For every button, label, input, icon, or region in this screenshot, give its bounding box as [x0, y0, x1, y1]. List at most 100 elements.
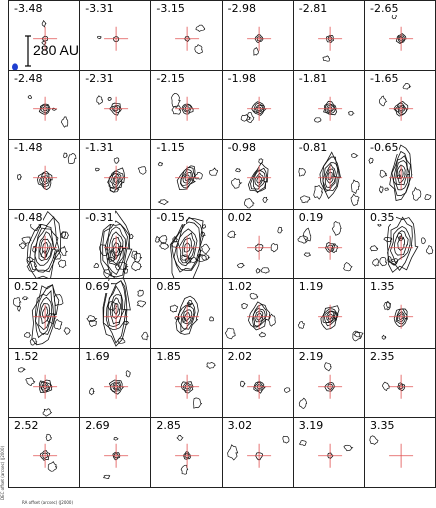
channel-panel: -0.65: [364, 139, 436, 210]
noise-contour: [159, 200, 169, 205]
velocity-label: 2.35: [369, 351, 396, 363]
noise-contour: [207, 362, 215, 368]
velocity-label: 0.02: [227, 212, 254, 224]
noise-contour: [18, 306, 21, 311]
noise-contour: [138, 290, 143, 296]
noise-contour: [126, 370, 130, 376]
source-position-cross: [247, 374, 271, 398]
noise-contour: [250, 293, 258, 299]
scale-bar-label: 280 AU: [33, 42, 79, 58]
velocity-label: 0.85: [155, 281, 182, 293]
noise-contour: [114, 437, 118, 440]
velocity-label: -1.65: [369, 73, 399, 85]
scale-bar: [25, 36, 31, 66]
noise-contour: [54, 319, 62, 329]
velocity-label: -2.65: [369, 3, 399, 15]
noise-contour: [298, 321, 304, 328]
noise-contour: [370, 245, 378, 250]
noise-contour: [61, 116, 67, 126]
noise-contour: [202, 254, 209, 260]
channel-panel: 0.02: [222, 209, 294, 280]
noise-contour: [380, 170, 387, 177]
source-position-cross: [389, 27, 413, 51]
velocity-label: -3.48: [13, 3, 43, 15]
noise-contour: [343, 262, 351, 270]
channel-panel: -1.98: [222, 70, 294, 141]
noise-contour: [303, 228, 310, 242]
channel-panel: -2.31: [79, 70, 151, 141]
noise-contour: [354, 332, 363, 337]
velocity-label: 0.35: [369, 212, 396, 224]
source-position-cross: [318, 27, 342, 51]
noise-contour: [426, 245, 432, 254]
channel-panel: 1.35: [364, 278, 436, 349]
channel-panel: 1.69: [79, 348, 151, 419]
source-position-cross: [33, 444, 57, 468]
channel-panel: 0.85: [150, 278, 222, 349]
noise-contour: [378, 223, 381, 225]
noise-contour: [48, 462, 57, 472]
source-position-cross: [318, 444, 342, 468]
channel-panel: 0.35: [364, 209, 436, 280]
channel-panel: -0.81: [293, 139, 365, 210]
noise-contour: [231, 178, 241, 188]
source-position-cross: [318, 96, 342, 120]
source-position-cross: [175, 374, 199, 398]
velocity-label: -2.31: [84, 73, 114, 85]
noise-contour: [94, 263, 99, 267]
source-position-cross: [247, 27, 271, 51]
noise-contour: [90, 388, 94, 395]
source-position-cross: [33, 374, 57, 398]
noise-contour: [241, 114, 250, 121]
channel-panel: 0.19: [293, 209, 365, 280]
noise-contour: [351, 180, 359, 193]
velocity-label: -0.31: [84, 212, 114, 224]
velocity-label: -2.98: [227, 3, 257, 15]
source-position-cross: [389, 444, 413, 468]
velocity-label: 3.02: [227, 420, 254, 432]
velocity-label: -3.31: [84, 3, 114, 15]
noise-contour: [323, 56, 330, 61]
velocity-label: 1.02: [227, 281, 254, 293]
noise-contour: [142, 332, 149, 340]
channel-panel: 1.02: [222, 278, 294, 349]
noise-contour: [196, 25, 205, 31]
noise-contour: [235, 168, 240, 171]
noise-contour: [369, 158, 373, 163]
noise-contour: [259, 332, 265, 337]
noise-contour: [277, 227, 281, 233]
noise-contour: [300, 196, 309, 203]
velocity-label: 1.52: [13, 351, 40, 363]
channel-panel: -0.15: [150, 209, 222, 280]
channel-panel: -1.81: [293, 70, 365, 141]
velocity-label: -2.81: [298, 3, 328, 15]
noise-contour: [134, 252, 142, 262]
noise-contour: [114, 158, 119, 163]
noise-contour: [282, 436, 288, 443]
noise-contour: [261, 267, 269, 272]
noise-contour: [60, 246, 67, 255]
noise-contour: [43, 408, 51, 415]
channel-panel: -2.98: [222, 0, 294, 71]
channel-panel: 3.02: [222, 417, 294, 488]
emission-contour: [253, 381, 264, 392]
channel-panel: -3.15: [150, 0, 222, 71]
noise-contour: [382, 335, 386, 339]
channel-panel: 2.52: [8, 417, 80, 488]
noise-contour: [210, 317, 214, 321]
noise-contour: [104, 475, 110, 478]
velocity-label: 2.02: [227, 351, 254, 363]
noise-contour: [96, 168, 100, 171]
noise-contour: [373, 258, 379, 265]
noise-contour: [203, 224, 206, 228]
noise-contour: [132, 261, 142, 270]
noise-contour: [98, 36, 102, 38]
channel-panel: -3.48 280 AU: [8, 0, 80, 71]
emission-contour: [105, 165, 128, 195]
channel-panel: 1.19: [293, 278, 365, 349]
noise-contour: [177, 435, 183, 440]
noise-contour: [344, 445, 352, 450]
emission-contour: [32, 227, 59, 274]
source-position-cross: [33, 96, 57, 120]
velocity-label: -1.48: [13, 142, 43, 154]
